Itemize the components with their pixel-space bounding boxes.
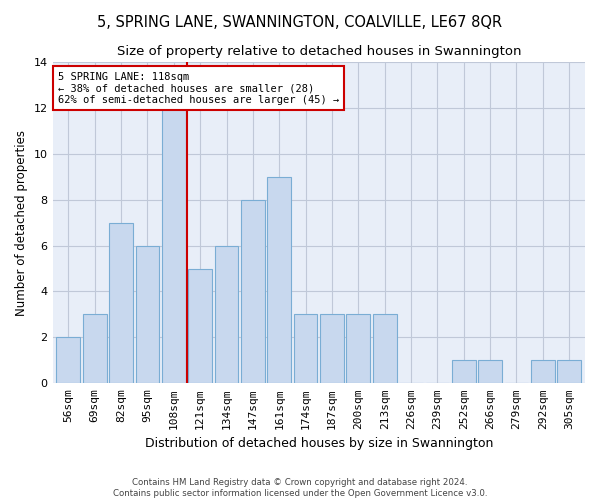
- Bar: [215, 246, 238, 384]
- Title: Size of property relative to detached houses in Swannington: Size of property relative to detached ho…: [116, 45, 521, 58]
- Bar: [268, 176, 291, 384]
- Bar: [373, 314, 397, 384]
- Text: 5, SPRING LANE, SWANNINGTON, COALVILLE, LE67 8QR: 5, SPRING LANE, SWANNINGTON, COALVILLE, …: [97, 15, 503, 30]
- Text: 5 SPRING LANE: 118sqm
← 38% of detached houses are smaller (28)
62% of semi-deta: 5 SPRING LANE: 118sqm ← 38% of detached …: [58, 72, 339, 105]
- Bar: [162, 108, 185, 384]
- Bar: [294, 314, 317, 384]
- Bar: [478, 360, 502, 384]
- Bar: [83, 314, 107, 384]
- Bar: [188, 268, 212, 384]
- Bar: [56, 338, 80, 384]
- Bar: [531, 360, 554, 384]
- Y-axis label: Number of detached properties: Number of detached properties: [15, 130, 28, 316]
- X-axis label: Distribution of detached houses by size in Swannington: Distribution of detached houses by size …: [145, 437, 493, 450]
- Bar: [557, 360, 581, 384]
- Bar: [452, 360, 476, 384]
- Bar: [109, 222, 133, 384]
- Bar: [241, 200, 265, 384]
- Bar: [346, 314, 370, 384]
- Text: Contains HM Land Registry data © Crown copyright and database right 2024.
Contai: Contains HM Land Registry data © Crown c…: [113, 478, 487, 498]
- Bar: [320, 314, 344, 384]
- Bar: [136, 246, 159, 384]
